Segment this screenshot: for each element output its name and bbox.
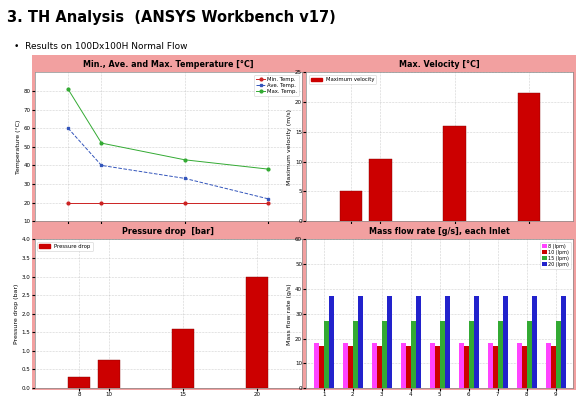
Legend: 8 (lpm), 10 (lpm), 15 (lpm), 20 (lpm): 8 (lpm), 10 (lpm), 15 (lpm), 20 (lpm) xyxy=(540,242,571,268)
Bar xyxy=(503,296,508,388)
Min. Temp. xyxy=(265,200,272,205)
Bar xyxy=(518,93,540,221)
Line: Max. Temp.: Max. Temp. xyxy=(67,88,270,171)
Bar xyxy=(445,296,450,388)
Legend: Maximum velocity: Maximum velocity xyxy=(309,75,376,84)
Bar xyxy=(68,377,90,388)
Ave. Temp. xyxy=(65,126,72,131)
Bar xyxy=(469,321,474,388)
Bar xyxy=(498,321,503,388)
Bar xyxy=(488,343,493,388)
Bar xyxy=(372,343,377,388)
Bar xyxy=(348,346,353,388)
Text: Pressure drop  [bar]: Pressure drop [bar] xyxy=(122,227,214,236)
Text: Max. Velocity [°C]: Max. Velocity [°C] xyxy=(400,61,480,69)
Bar xyxy=(556,321,560,388)
Bar xyxy=(382,321,387,388)
Text: 3. TH Analysis  (ANSYS Workbench v17): 3. TH Analysis (ANSYS Workbench v17) xyxy=(7,10,336,25)
Text: Min., Ave. and Max. Temperature [°C]: Min., Ave. and Max. Temperature [°C] xyxy=(83,61,254,69)
Bar xyxy=(440,321,445,388)
Bar xyxy=(319,346,324,388)
Ave. Temp. xyxy=(181,176,188,181)
Max. Temp. xyxy=(98,141,105,145)
Bar xyxy=(527,321,532,388)
Max. Temp. xyxy=(65,87,72,91)
Bar xyxy=(474,296,479,388)
Bar xyxy=(406,346,411,388)
Bar xyxy=(369,159,391,221)
Y-axis label: Mass flow rate (g/s): Mass flow rate (g/s) xyxy=(287,283,292,345)
Bar xyxy=(172,329,194,388)
Min. Temp. xyxy=(98,200,105,205)
Bar xyxy=(532,296,537,388)
Bar xyxy=(401,343,406,388)
Text: Mass flow rate [g/s], each Inlet: Mass flow rate [g/s], each Inlet xyxy=(369,227,510,236)
Bar xyxy=(387,296,391,388)
Bar xyxy=(246,276,268,388)
Bar xyxy=(416,296,420,388)
X-axis label: Volumetric flow rate (lpm): Volumetric flow rate (lpm) xyxy=(127,233,209,238)
Bar xyxy=(435,346,440,388)
Bar xyxy=(358,296,362,388)
Legend: Min. Temp., Ave. Temp., Max. Temp.: Min. Temp., Ave. Temp., Max. Temp. xyxy=(254,75,299,97)
Max. Temp. xyxy=(265,167,272,171)
Bar xyxy=(98,360,120,388)
Bar xyxy=(411,321,416,388)
Bar xyxy=(517,343,522,388)
Min. Temp. xyxy=(65,200,72,205)
Bar xyxy=(551,346,556,388)
Ave. Temp. xyxy=(265,196,272,201)
Bar xyxy=(340,191,362,221)
Bar xyxy=(560,296,566,388)
Text: •  Results on 100Dx100H Normal Flow: • Results on 100Dx100H Normal Flow xyxy=(14,42,188,51)
Bar xyxy=(329,296,334,388)
Legend: Pressure drop: Pressure drop xyxy=(38,242,93,251)
X-axis label: Volumetric flow rate (lpm): Volumetric flow rate (lpm) xyxy=(399,233,481,238)
Bar xyxy=(314,343,319,388)
Y-axis label: Pressure drop (bar): Pressure drop (bar) xyxy=(14,284,19,344)
Bar xyxy=(546,343,551,388)
Bar xyxy=(343,343,348,388)
Bar xyxy=(324,321,329,388)
Bar xyxy=(353,321,358,388)
Ave. Temp. xyxy=(98,163,105,168)
Y-axis label: Maximum velocity (m/s): Maximum velocity (m/s) xyxy=(287,109,292,185)
Bar xyxy=(459,343,464,388)
Line: Min. Temp.: Min. Temp. xyxy=(67,201,270,204)
Bar xyxy=(444,126,466,221)
Bar xyxy=(430,343,435,388)
Bar xyxy=(493,346,498,388)
Bar xyxy=(464,346,469,388)
Max. Temp. xyxy=(181,158,188,162)
Line: Ave. Temp.: Ave. Temp. xyxy=(67,127,270,200)
Bar xyxy=(377,346,382,388)
Min. Temp. xyxy=(181,200,188,205)
Bar xyxy=(522,346,527,388)
Y-axis label: Temperature (°C): Temperature (°C) xyxy=(16,120,21,174)
